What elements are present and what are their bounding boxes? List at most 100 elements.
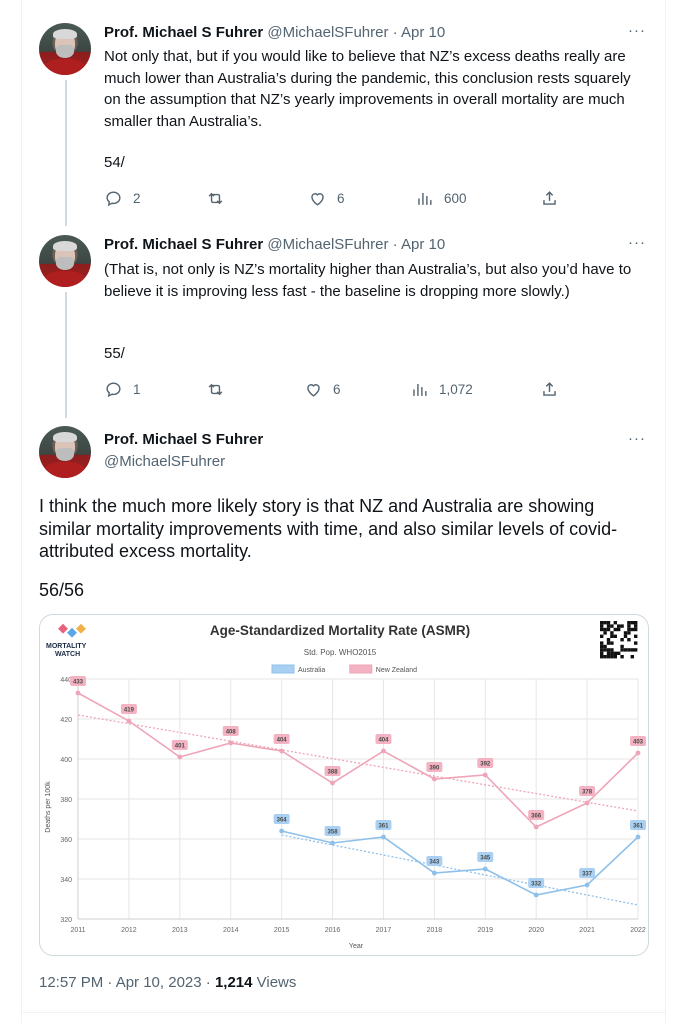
reply-count: 1 <box>133 382 141 397</box>
chart-image[interactable]: MORTALITY WATCH Age-Standardized Mortali… <box>39 614 649 956</box>
x-axis-label: Year <box>349 943 364 950</box>
like-count: 6 <box>333 382 341 397</box>
y-axis-label: Deaths per 100k <box>45 781 52 833</box>
reply-button[interactable]: 2 <box>104 189 141 208</box>
views-label: Views <box>252 974 297 991</box>
data-label-bg <box>273 734 290 744</box>
data-label-bg <box>70 676 86 686</box>
data-label: 419 <box>124 708 135 714</box>
views-button[interactable]: 600 <box>415 189 467 208</box>
data-label-bg <box>375 734 392 744</box>
views-button[interactable]: 1,072 <box>410 380 473 399</box>
author-name[interactable]: Prof. Michael S Fuhrer <box>104 431 264 448</box>
retweet-button[interactable] <box>206 189 235 208</box>
tweet-meta[interactable]: @MichaelSFuhrer · Apr 10 <box>267 24 446 41</box>
author-handle[interactable]: @MichaelSFuhrer <box>104 453 226 470</box>
data-point <box>381 748 386 754</box>
data-label-bg <box>477 758 494 768</box>
tweet-meta[interactable]: @MichaelSFuhrer · Apr 10 <box>267 236 446 253</box>
data-point <box>533 824 539 830</box>
retweet-icon <box>208 192 223 205</box>
qr-module <box>606 621 611 625</box>
share-button[interactable] <box>540 189 569 208</box>
heart-icon <box>311 193 324 206</box>
data-label-bg <box>579 868 596 878</box>
qr-module <box>600 627 604 632</box>
qr-module <box>603 621 607 625</box>
qr-module <box>603 655 607 659</box>
data-label: 390 <box>429 766 440 772</box>
x-tick-label: 2012 <box>121 927 137 934</box>
data-label-bg <box>222 726 239 736</box>
qr-module <box>610 631 614 635</box>
data-label: 361 <box>633 824 644 830</box>
data-label: 404 <box>378 738 389 744</box>
y-tick-label: 340 <box>60 877 72 884</box>
like-button[interactable]: 6 <box>308 189 345 208</box>
y-tick-label: 400 <box>60 757 72 764</box>
thread-number: 55/ <box>104 345 125 362</box>
more-options-button[interactable]: ··· <box>628 234 646 251</box>
avatar[interactable] <box>39 23 91 75</box>
data-label: 337 <box>582 872 593 878</box>
heart-icon <box>307 384 320 397</box>
like-count: 6 <box>337 191 345 206</box>
data-label-bg <box>630 736 646 746</box>
qr-module <box>606 624 611 628</box>
data-label-bg <box>171 740 188 750</box>
avatar[interactable] <box>39 235 91 287</box>
views-count: 1,072 <box>439 382 473 397</box>
data-label-bg <box>528 878 545 888</box>
y-tick-label: 360 <box>60 837 72 844</box>
qr-module <box>627 638 631 642</box>
qr-module <box>600 621 604 625</box>
tweet-timestamp[interactable]: 12:57 PM · Apr 10, 2023 · 1,214 Views <box>39 974 296 991</box>
thread-connector <box>65 292 67 418</box>
qr-module <box>606 627 611 632</box>
views-count: 600 <box>444 191 467 206</box>
retweet-icon <box>208 383 223 396</box>
series-line <box>77 692 639 828</box>
author-name[interactable]: Prof. Michael S Fuhrer <box>104 24 264 41</box>
retweet-button[interactable] <box>206 380 235 399</box>
chart-axes: 320 340 360 380 400 420 440 2011 2012 2013 2014 201… <box>60 677 646 934</box>
author-name[interactable]: Prof. Michael S Fuhrer <box>104 236 264 253</box>
logo-text-line1: MORTALITY <box>46 643 87 650</box>
reply-button[interactable]: 1 <box>104 380 141 399</box>
x-tick-label: 2017 <box>376 927 392 934</box>
qr-module <box>613 621 617 625</box>
data-point <box>533 892 539 898</box>
like-button[interactable]: 6 <box>304 380 341 399</box>
qr-module <box>613 627 617 632</box>
data-point <box>584 800 590 806</box>
qr-module <box>617 624 621 628</box>
qr-module <box>620 644 624 649</box>
more-options-button[interactable]: ··· <box>628 22 646 39</box>
data-label: 345 <box>480 856 491 862</box>
y-tick-label: 380 <box>60 797 72 804</box>
avatar[interactable] <box>39 426 91 478</box>
qr-module <box>634 634 638 638</box>
qr-module <box>610 648 614 652</box>
data-label: 343 <box>429 860 440 866</box>
qr-module <box>623 634 628 638</box>
qr-module <box>610 655 614 659</box>
legend-swatch <box>349 664 373 674</box>
data-point <box>482 772 488 778</box>
qr-module <box>630 655 634 659</box>
trend-line <box>77 714 639 812</box>
chart-grid <box>77 678 639 920</box>
data-label-bg <box>579 786 596 796</box>
data-label-bg <box>528 810 545 820</box>
more-options-button[interactable]: ··· <box>628 430 646 447</box>
share-icon <box>543 191 556 205</box>
qr-module <box>606 651 611 655</box>
qr-module <box>627 631 631 635</box>
share-button[interactable] <box>540 380 569 399</box>
qr-module <box>610 641 614 645</box>
qr-module <box>627 648 631 652</box>
data-label-bg <box>273 814 290 824</box>
data-point <box>177 754 183 760</box>
data-point <box>228 740 234 746</box>
data-label: 332 <box>531 882 542 888</box>
